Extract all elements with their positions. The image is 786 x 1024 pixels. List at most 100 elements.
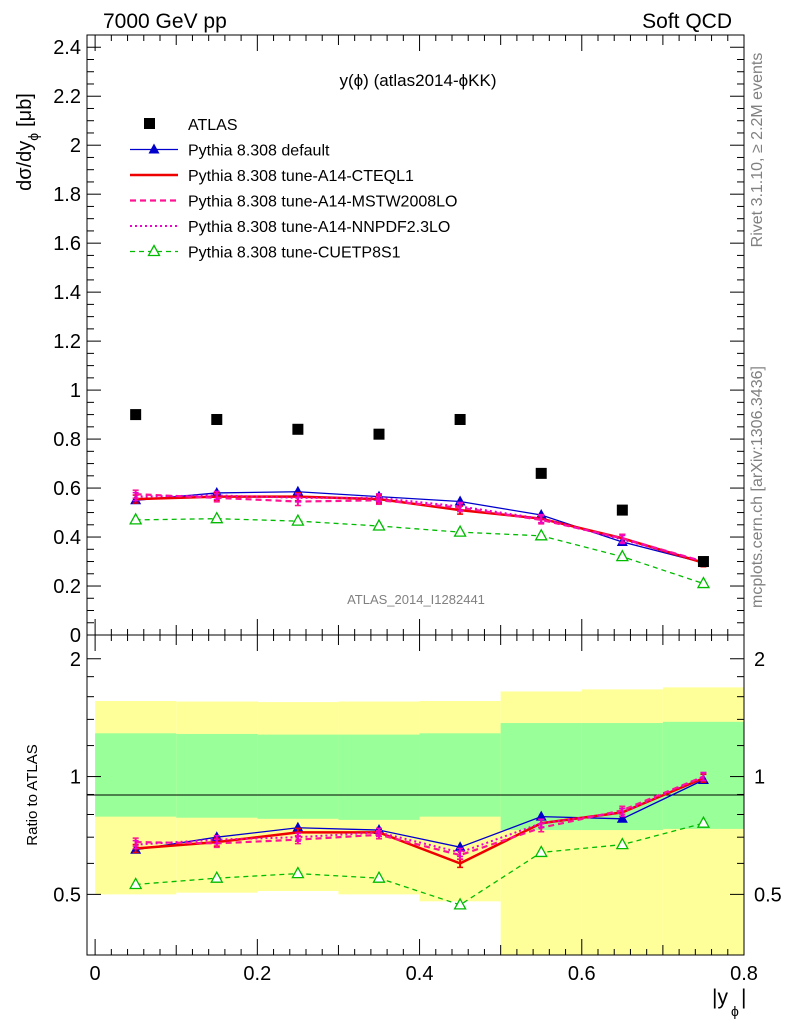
point-pythia-8-308-tune-cuetp8s1 — [291, 513, 305, 526]
main-y-axis: 0 0.2 0.4 0.6 0.8 1 1.2 1.4 1.6 1.8 2 2.2 2.4 — [53, 34, 744, 647]
y-tick-label: 1.8 — [53, 184, 81, 206]
green-band-bin — [338, 734, 420, 820]
y-tick-label: 0 — [70, 625, 81, 647]
ratio-series-layer — [129, 771, 711, 910]
atlas-data-point — [616, 504, 628, 516]
point-pythia-8-308-tune-cuetp8s1 — [534, 528, 548, 541]
x-tick-label: 0.8 — [730, 963, 758, 985]
x-label-main: |y — [712, 986, 728, 1009]
y-tick-label: 0.5 — [53, 884, 81, 906]
atlas-data-point — [535, 467, 547, 479]
ratio-point-pythia-8-308-tune-cuetp8s1 — [615, 837, 629, 850]
series-line-pythia-8-308-tune-cuetp8s1 — [135, 518, 704, 585]
y-tick-label: 2.2 — [53, 86, 81, 108]
x-tick-label: 0.2 — [243, 963, 271, 985]
ratio-point-pythia-8-308-default — [616, 812, 628, 823]
y-tick-label: 2 — [70, 135, 81, 157]
x-label-sub: ϕ — [731, 1003, 739, 1019]
x-tick-label: 0.6 — [568, 963, 596, 985]
x-axis: 0 0.2 0.4 0.6 0.8 — [90, 635, 758, 985]
atlas-data-point — [211, 413, 223, 425]
ratio-point-pythia-8-308-tune-cuetp8s1 — [696, 815, 711, 828]
ratio-point-pythia-8-308-tune-cuetp8s1 — [453, 897, 467, 910]
analysis-watermark: ATLAS_2014_I1282441 — [347, 592, 485, 607]
series-line-pythia-8-308-default — [135, 491, 704, 564]
point-pythia-8-308-tune-cuetp8s1 — [615, 549, 629, 562]
rivet-label: Rivet 3.1.10, ≥ 2.2M events — [749, 53, 766, 248]
y-tick-label-right: 0.5 — [754, 884, 782, 906]
mcplots-label: mcplots.cern.ch [arXiv:1306.3436] — [749, 366, 766, 608]
y-label-sub: ϕ — [25, 133, 41, 141]
ratio-y-axis: 0.5 0.5 1 1 2 2 — [53, 649, 782, 907]
green-band-bin — [95, 733, 177, 817]
y-tick-label: 0.8 — [53, 429, 81, 451]
y-tick-label-right: 2 — [754, 649, 765, 671]
ratio-point-pythia-8-308-tune-cuetp8s1 — [372, 870, 386, 883]
y-tick-label: 0.4 — [53, 527, 81, 549]
legend-label: Pythia 8.308 tune-CUETP8S1 — [188, 245, 401, 262]
point-pythia-8-308-tune-cuetp8s1 — [210, 511, 224, 524]
legend-marker-pythia-8-308-default — [148, 143, 160, 154]
point-pythia-8-308-tune-cuetp8s1 — [696, 576, 711, 589]
atlas-data-point — [697, 556, 709, 568]
legend-label: Pythia 8.308 tune-A14-MSTW2008LO — [188, 194, 457, 211]
ratio-point-pythia-8-308-tune-cuetp8s1 — [210, 870, 224, 883]
series-line-pythia-8-308-tune-a14-nnpdf2-3lo — [135, 494, 704, 563]
green-band-bin — [257, 734, 339, 819]
header-left: 7000 GeV pp — [103, 10, 227, 33]
atlas-data-point — [130, 409, 142, 421]
main-series-layer — [129, 409, 711, 589]
y-tick-label: 1 — [70, 380, 81, 402]
y-tick-label-right: 1 — [754, 767, 765, 789]
y-tick-label: 0.2 — [53, 576, 81, 598]
ratio-line-pythia-8-308-tune-a14-nnpdf2-3lo — [135, 775, 704, 854]
y-tick-label: 2 — [70, 649, 81, 671]
y-tick-label: 1.2 — [53, 331, 81, 353]
legend-label: Pythia 8.308 tune-A14-CTEQL1 — [188, 168, 414, 185]
svg-text:dσ/dyϕ[μb]: dσ/dyϕ [μb] — [14, 93, 41, 191]
series-line-pythia-8-308-tune-a14-mstw2008lo — [135, 493, 704, 563]
ratio-panel: 0.5 0.51 12 2 0 0.2 0.4 0.6 0.8 Ratio to ATLAS … — [24, 634, 782, 1019]
ratio-uncertainty-bands — [95, 687, 744, 955]
y-tick-label: 2.4 — [53, 37, 81, 59]
main-panel: 0 0.2 0.4 0.6 0.8 1 1.2 1.4 1.6 1.8 2 2.2 2.4 y(ϕ) (… — [14, 34, 745, 647]
ratio-point-pythia-8-308-tune-cuetp8s1 — [291, 866, 305, 879]
legend-label: ATLAS — [188, 117, 238, 134]
ratio-line-pythia-8-308-default — [135, 779, 704, 851]
point-pythia-8-308-tune-cuetp8s1 — [129, 512, 143, 525]
ratio-point-pythia-8-308-default — [535, 810, 547, 821]
legend-marker-atlas — [144, 118, 155, 129]
x-label-close: | — [741, 986, 746, 1009]
ratio-point-pythia-8-308-tune-cuetp8s1 — [129, 877, 143, 890]
y-label-unit: [μb] — [14, 93, 36, 127]
legend-marker-pythia-8-308-tune-cuetp8s1 — [147, 244, 161, 257]
point-pythia-8-308-tune-cuetp8s1 — [453, 524, 467, 537]
main-x-ticks — [94, 35, 745, 635]
y-tick-label: 0.6 — [53, 478, 81, 500]
ratio-point-pythia-8-308-default — [292, 821, 304, 832]
atlas-data-point — [292, 423, 304, 435]
y-tick-label: 1.4 — [53, 282, 81, 304]
y-label-main: dσ/dy — [14, 141, 36, 191]
green-band-bin — [419, 733, 501, 817]
y-axis-label: dσ/dyϕ [μb] — [14, 93, 41, 191]
ratio-line-pythia-8-308-tune-cuetp8s1 — [135, 822, 704, 906]
x-tick-label: 0 — [90, 963, 101, 985]
chart-title: y(ϕ) (atlas2014-ϕKK) — [340, 71, 497, 90]
atlas-data-point — [454, 413, 466, 425]
ratio-point-pythia-8-308-tune-cuetp8s1 — [534, 845, 548, 858]
legend-label: Pythia 8.308 tune-A14-NNPDF2.3LO — [188, 219, 450, 236]
green-band-bin — [176, 733, 258, 818]
x-tick-label: 0.4 — [406, 963, 434, 985]
header-right: Soft QCD — [642, 10, 732, 33]
x-axis-label: |y ϕ | — [712, 986, 746, 1019]
atlas-data-point — [373, 428, 385, 440]
legend-label: Pythia 8.308 default — [188, 143, 330, 160]
point-pythia-8-308-tune-cuetp8s1 — [372, 518, 386, 531]
y-tick-label: 1 — [70, 767, 81, 789]
legend: ATLAS Pythia 8.308 default Pythia 8.308 tu… — [130, 117, 457, 262]
ratio-frame — [86, 634, 745, 956]
y-tick-label: 1.6 — [53, 233, 81, 255]
ratio-y-label: Ratio to ATLAS — [24, 744, 41, 845]
